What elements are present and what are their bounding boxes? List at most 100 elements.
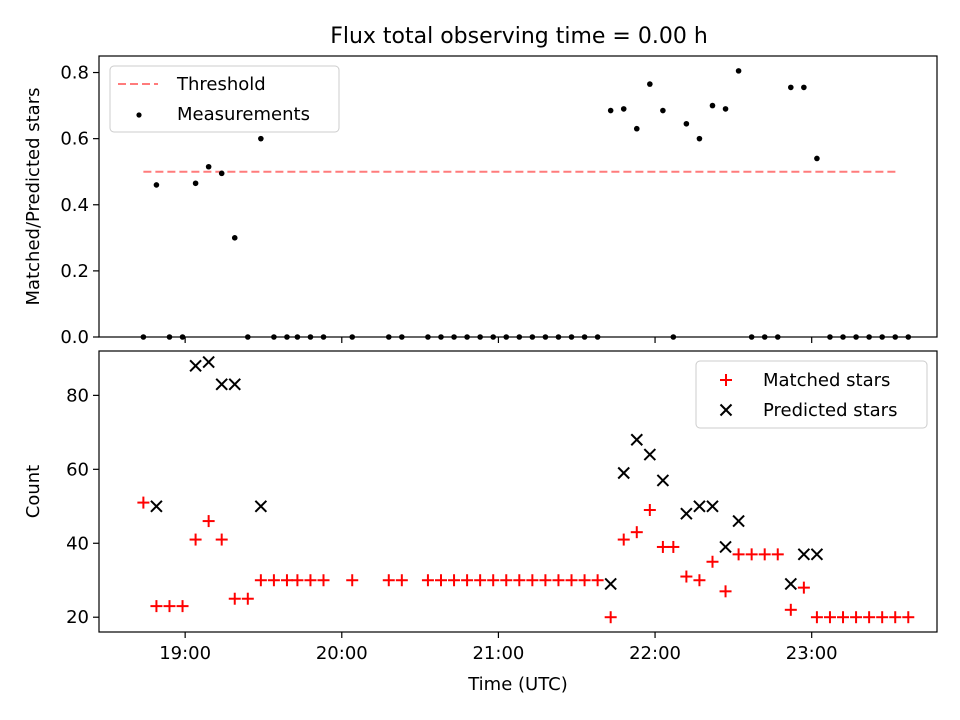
matched-star-point xyxy=(176,600,189,613)
x-tick-label: 21:00 xyxy=(472,643,524,664)
matched-star-point xyxy=(617,533,630,546)
x-tick-label: 20:00 xyxy=(316,643,368,664)
matched-star-point xyxy=(758,548,771,561)
measurement-point xyxy=(231,235,238,241)
predicted-star-point xyxy=(228,378,241,391)
matched-star-point xyxy=(317,574,330,587)
measurement-point xyxy=(801,84,807,91)
predicted-star-point xyxy=(719,540,732,554)
legend-measurements-label: Measurements xyxy=(177,104,310,125)
predicted-star-point xyxy=(784,577,798,591)
predicted-star-point xyxy=(656,474,670,487)
predicted-star-point xyxy=(189,359,202,372)
predicted-star-point xyxy=(732,514,745,528)
matched-star-point xyxy=(215,533,228,546)
measurement-point xyxy=(633,125,640,132)
ratio-legend: Threshold Measurements xyxy=(109,65,340,133)
legend-x-mark xyxy=(719,403,733,417)
matched-star-point xyxy=(643,503,656,516)
matched-star-point xyxy=(189,533,202,546)
matched-star-point xyxy=(137,496,150,509)
predicted-star-point xyxy=(643,448,657,461)
y-tick-label: 0.2 xyxy=(60,261,89,282)
matched-star-point xyxy=(604,611,617,624)
matched-star-point xyxy=(346,574,359,587)
matched-star-point xyxy=(656,540,669,553)
matched-star-point xyxy=(487,574,500,587)
matched-star-point xyxy=(267,574,280,587)
matched-star-point xyxy=(693,574,706,587)
y-tick-label: 60 xyxy=(66,459,89,480)
matched-star-point xyxy=(863,611,876,624)
matched-star-point xyxy=(150,600,163,613)
matched-star-point xyxy=(163,600,176,613)
matched-star-point xyxy=(889,611,902,624)
x-tick-label: 23:00 xyxy=(786,643,838,664)
y-tick-label: 80 xyxy=(66,385,89,406)
measurement-point xyxy=(735,68,742,74)
legend-threshold-label: Threshold xyxy=(176,74,266,95)
legend-predicted-label: Predicted stars xyxy=(763,400,897,421)
matched-star-point xyxy=(474,574,487,587)
measurement-point xyxy=(722,106,729,112)
ratio-panel: 0.00.20.40.60.8 Matched/Predicted stars … xyxy=(23,55,938,348)
measurement-point xyxy=(192,180,199,187)
matched-star-point xyxy=(630,526,643,539)
measurement-point xyxy=(258,135,264,142)
matched-star-point xyxy=(745,548,758,561)
matched-star-point xyxy=(706,555,719,568)
predicted-star-point xyxy=(215,378,228,391)
matched-star-point xyxy=(565,574,578,587)
y-tick-label: 0.6 xyxy=(60,129,89,150)
matched-star-point xyxy=(823,611,836,624)
measurement-point xyxy=(218,170,225,177)
ratio-legend-box xyxy=(109,65,340,133)
count-legend-box xyxy=(695,360,928,429)
matched-star-point xyxy=(304,574,317,587)
matched-star-point xyxy=(434,574,447,587)
ratio-axis-ticks: 0.0 0.2 0.4 0.6 0.8 xyxy=(60,63,813,348)
legend-matched-swatch xyxy=(720,374,732,386)
matched-star-point xyxy=(552,574,565,587)
figure-title: Flux total observing time = 0.00 h xyxy=(330,24,708,49)
measurement-point xyxy=(607,107,614,114)
matched-star-point xyxy=(241,592,254,605)
measurement-point xyxy=(696,135,703,142)
y-tick-label: 0.8 xyxy=(60,63,89,84)
legend-measurements-swatch xyxy=(136,112,142,118)
x-tick-label: 22:00 xyxy=(629,643,681,664)
matched-star-point xyxy=(448,574,461,587)
ratio-y-axis-label: Matched/Predicted stars xyxy=(23,88,44,306)
matched-star-point xyxy=(680,570,693,583)
matched-star-point xyxy=(228,592,241,605)
matched-star-point xyxy=(421,574,434,587)
y-tick-label: 0.0 xyxy=(60,327,89,348)
ratio-plot-frame xyxy=(98,55,938,338)
matched-star-point xyxy=(513,574,526,587)
matched-star-point xyxy=(837,611,850,624)
matched-star-point xyxy=(254,574,267,587)
matched-star-point xyxy=(902,611,915,624)
matched-star-point xyxy=(784,603,797,616)
predicted-star-point xyxy=(604,577,617,591)
legend-predicted-swatch xyxy=(719,403,733,417)
matched-star-point xyxy=(526,574,539,587)
matched-star-point xyxy=(797,581,810,594)
count-legend: Matched stars Predicted stars xyxy=(695,360,928,429)
matched-star-point xyxy=(382,574,395,587)
matched-star-point xyxy=(732,548,745,561)
count-marks xyxy=(137,355,915,624)
predicted-star-point xyxy=(150,500,163,513)
legend-plus-mark xyxy=(720,374,732,386)
matched-star-point xyxy=(667,540,680,553)
matched-star-point xyxy=(280,574,293,587)
predicted-star-point xyxy=(630,433,643,446)
matched-star-point xyxy=(876,611,889,624)
count-axis-ticks: 19:00 20:00 21:00 22:00 23:00 20 40 60 80 xyxy=(66,385,838,664)
predicted-star-point xyxy=(202,355,215,369)
predicted-star-point xyxy=(797,548,811,561)
predicted-star-point xyxy=(810,548,824,561)
measurement-point xyxy=(683,120,690,127)
predicted-star-point xyxy=(254,500,268,513)
